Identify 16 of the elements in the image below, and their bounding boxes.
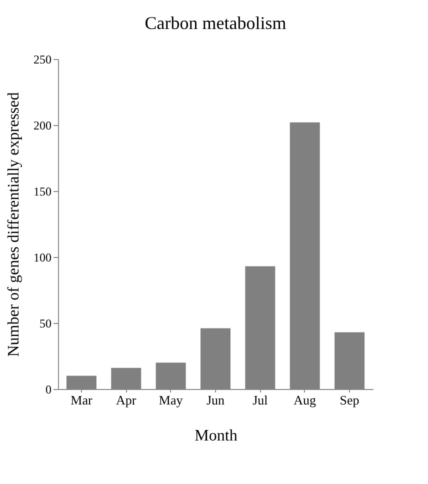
x-axis-title: Month xyxy=(194,428,238,444)
x-tick-label: Apr xyxy=(116,392,137,408)
y-tick-label: 100 xyxy=(34,250,52,264)
x-tick-label: Sep xyxy=(340,392,360,408)
x-tick-label: May xyxy=(158,392,184,408)
y-axis-title: Number of genes differentially expressed xyxy=(6,92,22,357)
x-tick-label: Aug xyxy=(294,392,317,408)
y-tick-label: 200 xyxy=(34,118,52,132)
y-tick-label: 50 xyxy=(40,316,52,330)
y-tick-label: 250 xyxy=(34,52,52,66)
x-tick-label: Jul xyxy=(252,392,268,408)
chart-title: Carbon metabolism xyxy=(144,13,286,33)
y-tick-label: 150 xyxy=(34,184,52,198)
y-tick-label: 0 xyxy=(46,382,52,396)
x-tick-label: Mar xyxy=(70,392,93,408)
x-tick-label: Jun xyxy=(206,392,226,408)
